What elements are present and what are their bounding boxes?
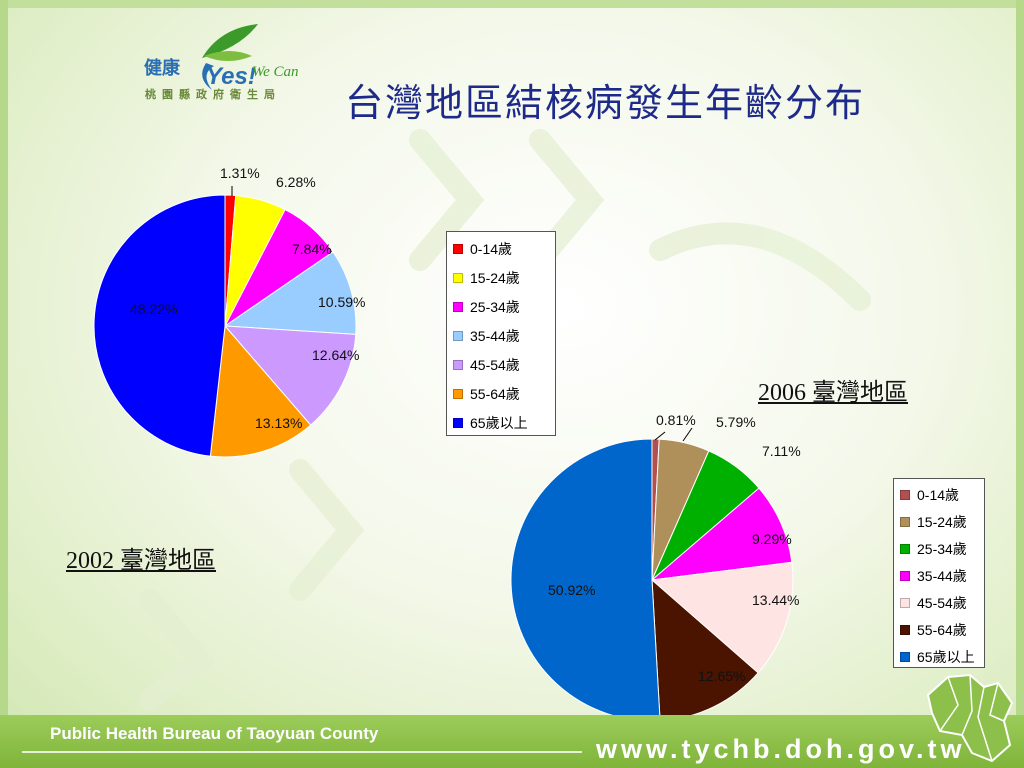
logo: 健康 Yes! We Can	[144, 24, 299, 90]
legend-2006: 0-14歲 15-24歲 25-34歲 35-44歲 45-54歲 55-64歲 65歲以上	[893, 478, 985, 668]
legend-item: 0-14歲	[453, 234, 549, 263]
swoosh-icon	[202, 63, 214, 90]
legend-swatch	[900, 570, 910, 581]
legend-label: 15-24歲	[470, 269, 520, 286]
data-label: 13.13%	[255, 415, 302, 431]
data-label: 7.11%	[762, 443, 801, 459]
pie-slice-2002-3	[223, 251, 357, 335]
legend-label: 15-24歲	[917, 513, 967, 530]
legend-swatch	[900, 516, 910, 527]
data-label: 12.65%	[698, 668, 745, 684]
leaf-icon	[204, 51, 252, 61]
legend-item: 0-14歲	[900, 481, 978, 508]
frame-left-border	[0, 0, 8, 768]
data-label: 7.84%	[292, 241, 332, 257]
legend-label: 65歲以上	[470, 414, 528, 431]
legend-swatch	[900, 624, 910, 635]
chart-caption-2006: 2006 臺灣地區	[758, 380, 908, 406]
legend-swatch	[453, 388, 463, 399]
pie-slice-2006-4	[650, 561, 794, 674]
data-label: 12.64%	[312, 347, 359, 363]
pie-slice-2006-6	[510, 438, 661, 722]
legend-label: 25-34歲	[917, 540, 967, 557]
data-label: 5.79%	[716, 414, 756, 430]
pie-chart-2002: 1.31% 6.28% 7.84% 10.59% 12.64% 13.13% 48.22%	[93, 165, 365, 458]
legend-item: 55-64歲	[900, 616, 978, 643]
pie-slice-2002-5	[209, 324, 312, 458]
legend-swatch	[900, 597, 910, 608]
footer-divider	[22, 751, 582, 753]
legend-swatch	[453, 359, 463, 370]
data-label: 13.44%	[752, 592, 799, 608]
legend-label: 25-34歲	[470, 298, 520, 315]
legend-item: 35-44歲	[900, 562, 978, 589]
page-title: 台灣地區結核病發生年齡分布	[345, 81, 866, 125]
legend-label: 45-54歲	[917, 594, 967, 611]
legend-label: 35-44歲	[470, 327, 520, 344]
legend-label: 0-14歲	[917, 486, 960, 503]
leaf-icon	[202, 24, 258, 58]
legend-label: 55-64歲	[917, 621, 967, 638]
legend-item: 35-44歲	[453, 321, 549, 350]
legend-swatch	[453, 330, 463, 341]
legend-label: 0-14歲	[470, 240, 513, 257]
data-label: 6.28%	[276, 174, 316, 190]
frame-right-border	[1016, 0, 1024, 768]
pie-chart-2006: 0.81% 5.79% 7.11% 9.29% 13.44% 12.65% 50.92%	[510, 412, 801, 722]
logo-text-wecan: We Can	[252, 64, 299, 80]
leader-line	[654, 431, 666, 441]
legend-item: 55-64歲	[453, 379, 549, 408]
legend-swatch	[453, 272, 463, 283]
legend-item: 45-54歲	[453, 350, 549, 379]
logo-subtitle: 桃園縣政府衛生局	[145, 88, 281, 101]
legend-2002: 0-14歲 15-24歲 25-34歲 35-44歲 45-54歲 55-64歲 65歲以上	[446, 231, 556, 436]
legend-swatch	[453, 243, 463, 254]
data-label: 9.29%	[752, 531, 792, 547]
legend-item: 15-24歲	[900, 508, 978, 535]
data-label: 1.31%	[220, 165, 260, 181]
legend-swatch	[453, 417, 463, 428]
legend-swatch	[900, 651, 910, 662]
pie-slice-2002-4	[223, 325, 357, 426]
data-label: 0.81%	[656, 412, 696, 428]
legend-swatch	[900, 489, 910, 500]
legend-label: 65歲以上	[917, 648, 975, 665]
chart-caption-2002: 2002 臺灣地區	[66, 548, 216, 574]
footer-organization: Public Health Bureau of Taoyuan County	[50, 724, 379, 743]
legend-item: 15-24歲	[453, 263, 549, 292]
legend-label: 35-44歲	[917, 567, 967, 584]
data-label: 50.92%	[548, 582, 595, 598]
footer-website-link[interactable]: www.tychb.doh.gov.tw	[596, 734, 966, 764]
legend-label: 55-64歲	[470, 385, 520, 402]
logo-text-main: 健康	[144, 57, 181, 79]
legend-label: 45-54歲	[470, 356, 520, 373]
leader-line	[682, 427, 693, 442]
pie-slice-2006-3	[650, 487, 793, 581]
frame-top-border	[0, 0, 1024, 8]
pie-slice-2002-6	[93, 194, 226, 457]
logo-text-yes: Yes!	[206, 63, 256, 90]
legend-item: 25-34歲	[453, 292, 549, 321]
legend-item: 25-34歲	[900, 535, 978, 562]
data-label: 10.59%	[318, 294, 365, 310]
taoyuan-map-icon	[926, 673, 1014, 763]
footer-band	[0, 715, 1024, 768]
data-label: 48.22%	[130, 301, 177, 317]
legend-swatch	[453, 301, 463, 312]
legend-item: 65歲以上	[900, 643, 978, 670]
legend-item: 45-54歲	[900, 589, 978, 616]
legend-item: 65歲以上	[453, 408, 549, 437]
legend-swatch	[900, 543, 910, 554]
